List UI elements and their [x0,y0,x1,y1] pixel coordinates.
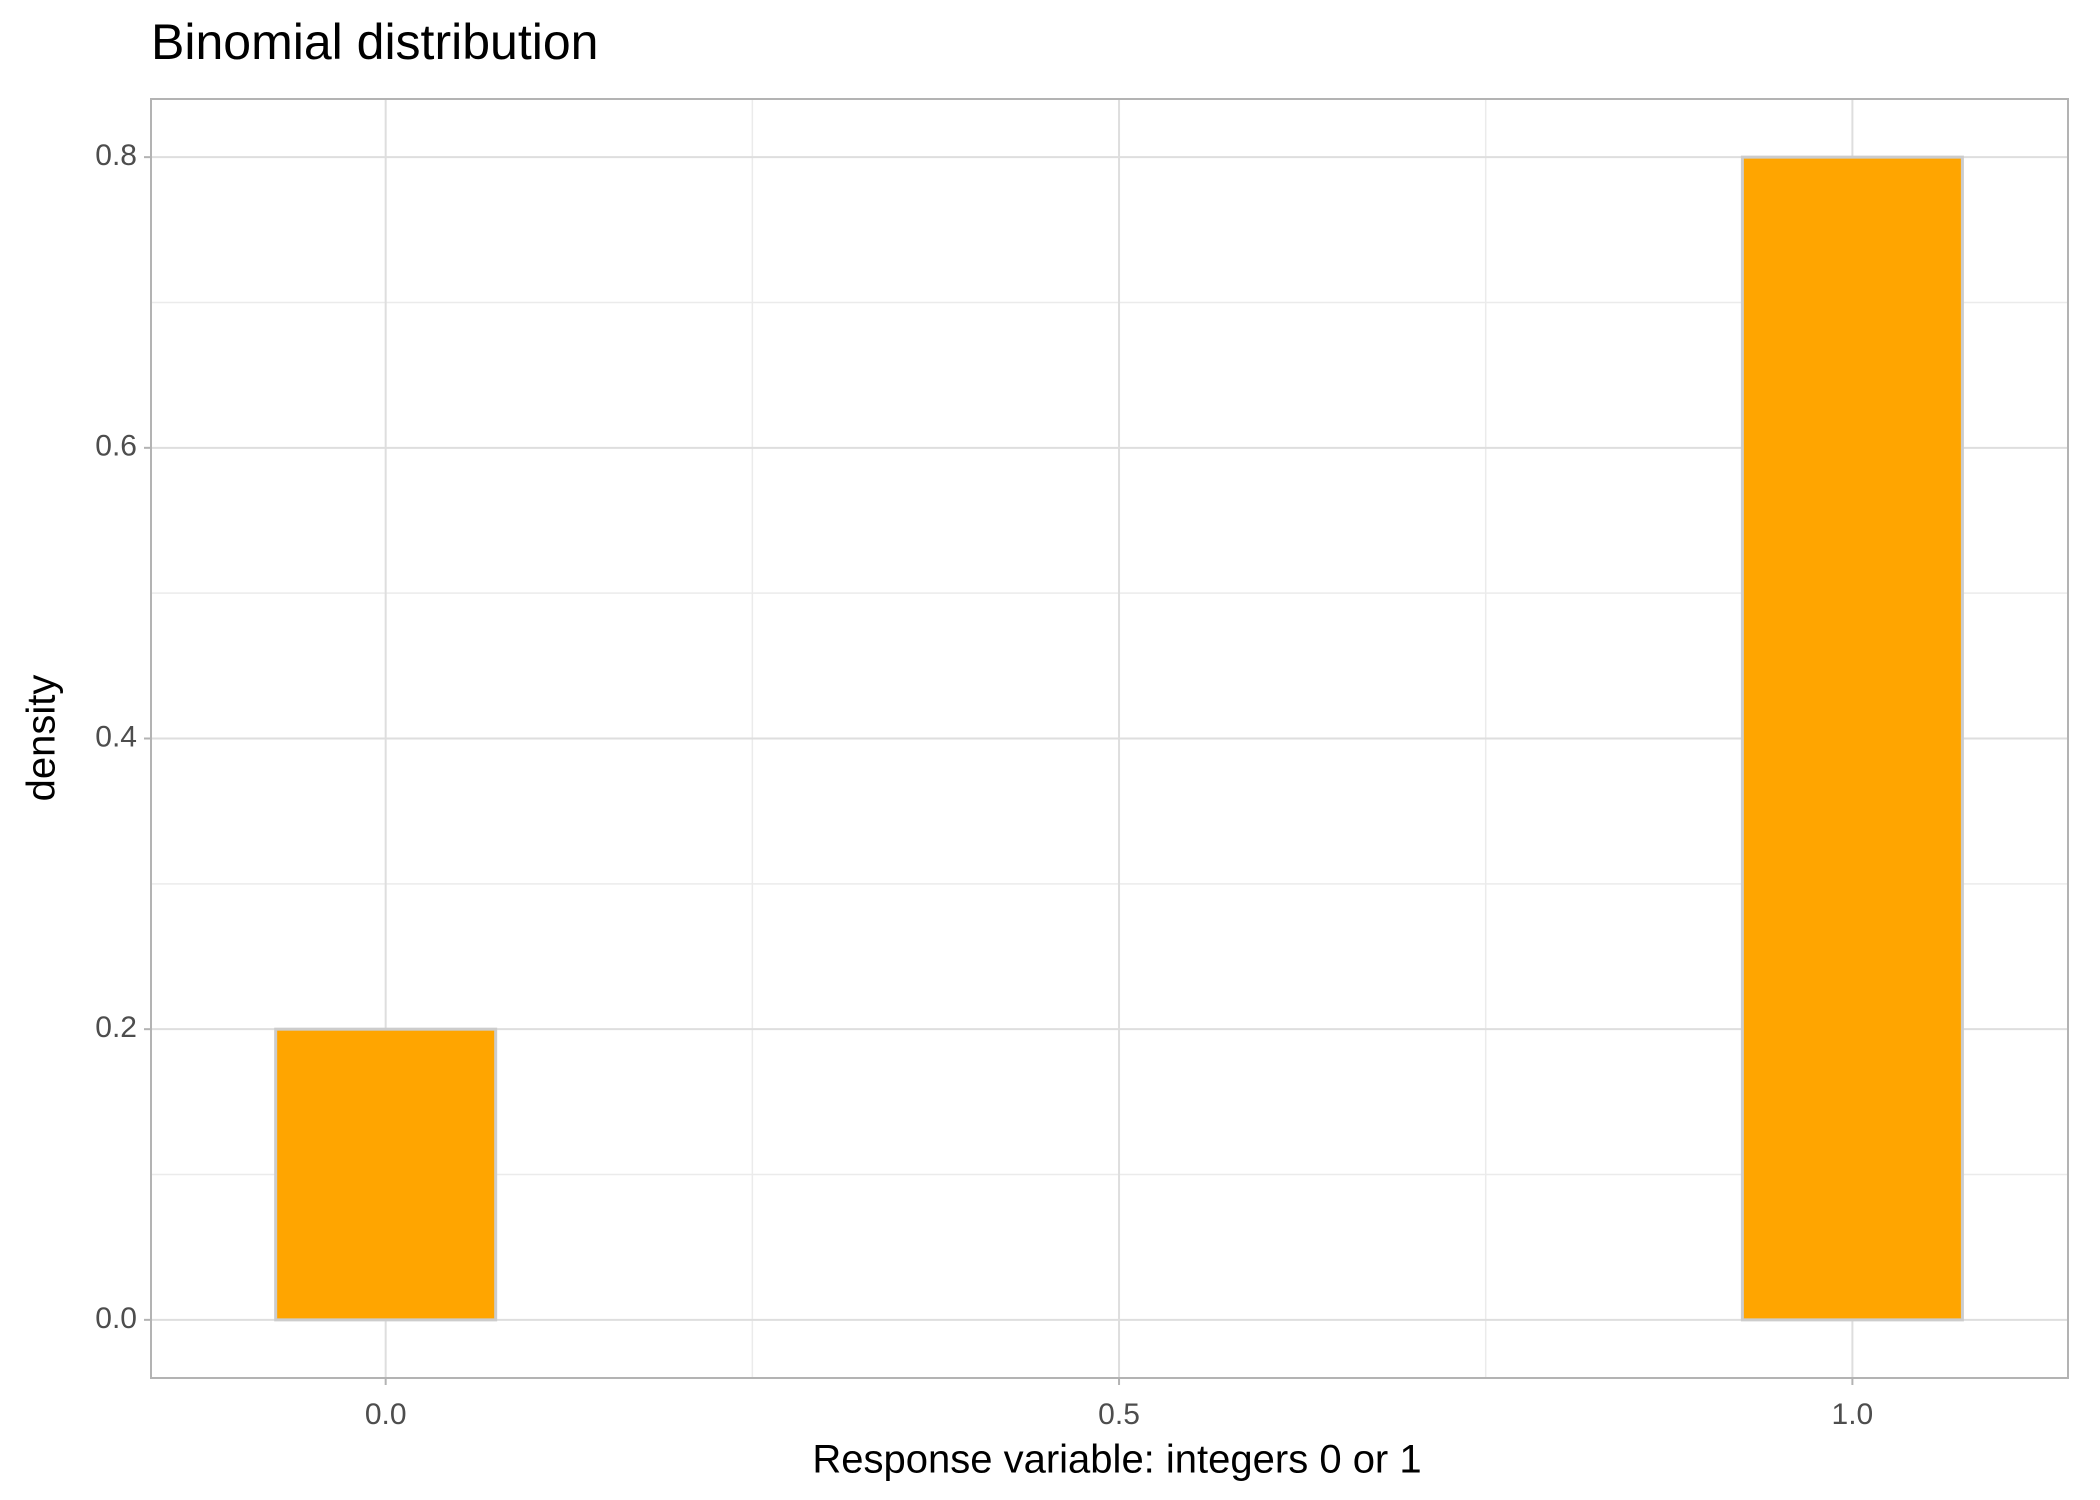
x-axis-title: Response variable: integers 0 or 1 [812,1438,1421,1482]
y-tick-label: 0.6 [95,430,137,463]
bar [1740,155,1964,1322]
x-tick-label: 1.0 [1832,1398,1874,1431]
panel-border [150,98,2069,1379]
y-axis-title: density [20,675,64,802]
x-tick-label: 0.0 [365,1398,407,1431]
y-tick-label: 0.8 [95,139,137,172]
bar [274,1027,498,1322]
y-tick-label: 0.2 [95,1011,137,1044]
y-tick-label: 0.4 [95,720,137,753]
x-tick-label: 0.5 [1098,1398,1140,1431]
y-tick-label: 0.0 [95,1302,137,1335]
chart-title: Binomial distribution [151,14,598,70]
